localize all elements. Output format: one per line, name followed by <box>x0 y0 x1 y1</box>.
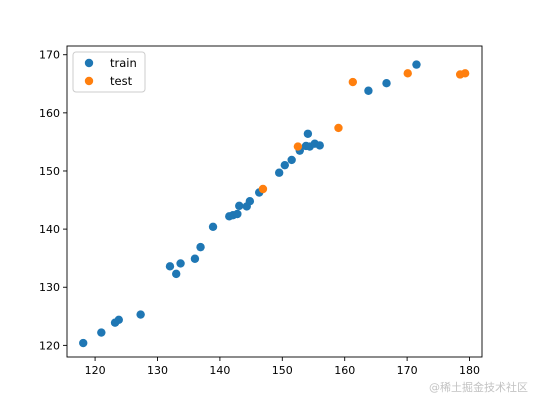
train-point <box>165 262 175 271</box>
train-point <box>364 86 373 95</box>
test-point <box>348 77 358 87</box>
train-point <box>208 222 218 231</box>
y-tick-label: 150 <box>39 165 60 178</box>
train-point <box>235 201 244 211</box>
data-points <box>79 60 470 348</box>
test-point <box>403 69 412 78</box>
train-point <box>114 315 123 324</box>
x-tick-label: 130 <box>147 364 168 377</box>
train-point <box>315 141 324 150</box>
x-tick-label: 170 <box>397 364 418 377</box>
y-tick-label: 170 <box>39 49 60 62</box>
train-point <box>245 197 255 206</box>
legend: train test <box>72 51 146 93</box>
train-point <box>382 79 391 88</box>
y-tick-label: 130 <box>39 281 60 294</box>
x-tick-label: 120 <box>85 364 106 377</box>
test-point <box>460 69 470 78</box>
test-legend-marker <box>84 76 94 86</box>
x-tick-label: 140 <box>209 364 230 377</box>
y-tick-label: 160 <box>39 107 60 120</box>
train-point <box>196 242 205 252</box>
test-point <box>293 142 303 151</box>
watermark: @稀土掘金技术社区 <box>429 381 528 394</box>
x-tick-label: 160 <box>334 364 355 377</box>
train-point <box>412 60 421 69</box>
train-point <box>303 129 313 138</box>
train-point <box>280 160 289 170</box>
x-tick-label: 180 <box>459 364 480 377</box>
train-legend-label: train <box>110 56 137 70</box>
plot-area <box>66 45 483 358</box>
x-tick-label: 150 <box>272 364 293 377</box>
train-point <box>233 209 242 219</box>
train-legend-marker <box>84 58 94 68</box>
train-point <box>176 259 185 268</box>
test-legend-label: test <box>110 74 133 88</box>
train-point <box>190 254 200 263</box>
train-point <box>97 328 106 337</box>
x-axis: 120 130 140 150 160 170 180 <box>85 357 480 377</box>
train-point <box>287 155 296 165</box>
train-point <box>79 338 88 348</box>
test-point <box>258 184 268 194</box>
test-point <box>334 123 343 133</box>
y-tick-label: 120 <box>39 339 60 352</box>
train-point <box>172 269 181 279</box>
train-point <box>274 168 284 177</box>
y-tick-label: 140 <box>39 223 60 236</box>
train-point <box>136 310 145 319</box>
y-axis: 120 130 140 150 160 170 <box>39 49 67 352</box>
